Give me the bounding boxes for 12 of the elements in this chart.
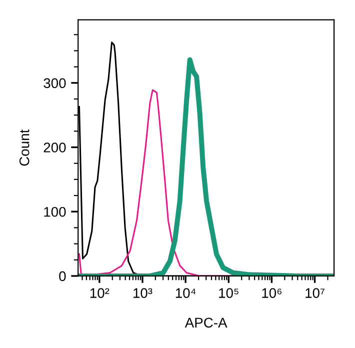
- x-tick-label: 10⁷: [306, 288, 324, 298]
- x-axis-title: APC-A: [184, 318, 228, 328]
- x-tick-label: 10⁶: [262, 288, 282, 298]
- x-tick-label: 10²: [90, 288, 110, 298]
- y-tick-label: 100: [44, 206, 66, 217]
- y-tick-label: 300: [44, 78, 66, 88]
- x-tick-label: 10⁵: [219, 288, 238, 298]
- y-axis-title: Count: [19, 129, 30, 166]
- x-tick-label: 10³: [134, 288, 152, 298]
- y-tick-label: 200: [44, 142, 66, 152]
- y-tick-label: 0: [59, 271, 66, 282]
- x-tick-label: 10⁴: [176, 288, 196, 298]
